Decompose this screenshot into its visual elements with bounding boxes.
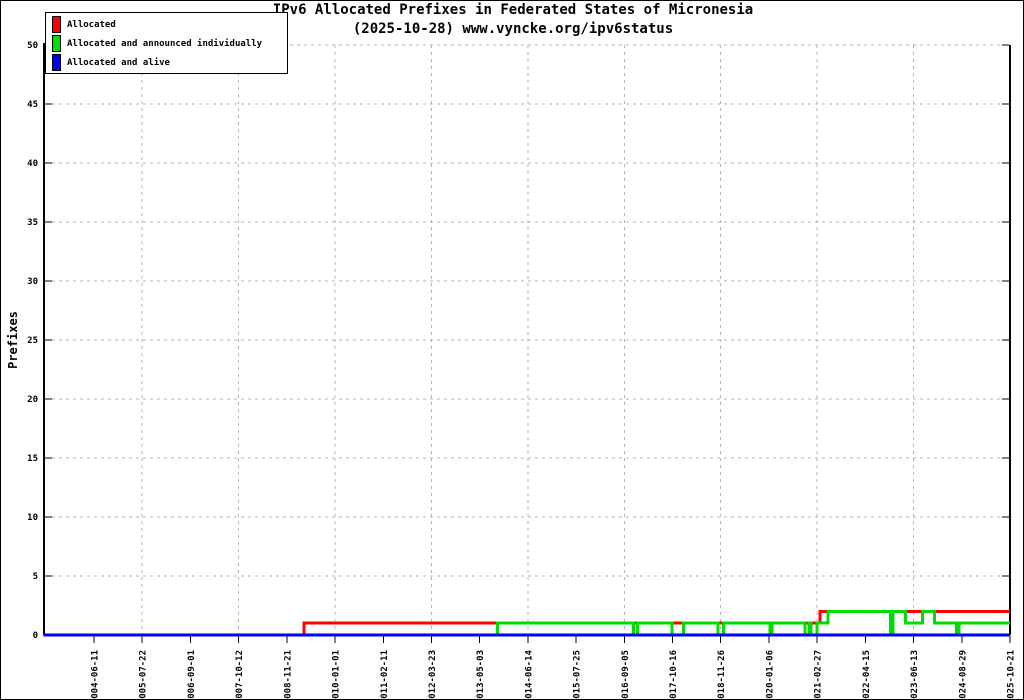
legend-swatch-announced (52, 35, 61, 52)
x-tick-label: 2005-07-22 (139, 650, 149, 700)
y-tick-label: 30 (27, 277, 38, 287)
y-tick-label: 20 (27, 395, 38, 405)
legend-label: Allocated and alive (67, 57, 170, 68)
chart-title: IPv6 Allocated Prefixes in Federated Sta… (1, 1, 1023, 39)
x-tick-label: 2012-03-23 (428, 650, 438, 700)
y-tick-label: 5 (33, 572, 38, 582)
legend-label: Allocated (67, 19, 116, 30)
x-tick-label: 2015-07-25 (573, 650, 583, 700)
y-tick-label: 50 (27, 41, 38, 51)
x-tick-label: 2010-01-01 (332, 650, 342, 700)
y-tick-label: 10 (27, 513, 38, 523)
chart-title-line1: IPv6 Allocated Prefixes in Federated Sta… (272, 2, 754, 18)
legend-item: Allocated and alive (52, 53, 287, 72)
x-tick-label: 2020-01-06 (765, 650, 775, 700)
legend: Allocated Allocated and announced indivi… (45, 12, 288, 74)
x-tick-label: 2022-04-15 (862, 650, 872, 700)
x-tick-label: 2004-06-11 (91, 650, 101, 700)
y-tick-label: 25 (27, 336, 38, 346)
y-tick-label: 45 (27, 100, 38, 110)
x-tick-label: 2018-11-26 (717, 650, 727, 700)
legend-label: Allocated and announced individually (67, 38, 263, 49)
x-tick-label: 2006-09-01 (187, 650, 197, 700)
x-tick-label: 2014-06-14 (524, 649, 534, 700)
legend-swatch-alive (52, 54, 61, 71)
x-tick-label: 2011-02-11 (380, 650, 390, 700)
chart-title-line2: (2025-10-28) www.vyncke.org/ipv6status (352, 21, 674, 37)
x-tick-label: 2023-06-13 (910, 650, 920, 700)
x-tick-label: 2013-05-03 (476, 650, 486, 700)
legend-item: Allocated and announced individually (52, 34, 287, 53)
y-tick-label: 40 (27, 159, 38, 169)
x-tick-label: 2017-10-16 (669, 650, 679, 700)
legend-swatch-allocated (52, 16, 61, 33)
x-tick-label: 2025-10-21 (1007, 650, 1017, 700)
x-tick-label: 2024-08-29 (958, 650, 968, 700)
x-tick-label: 2016-09-05 (621, 650, 631, 700)
x-tick-label: 2021-02-27 (814, 650, 824, 700)
y-tick-label: 35 (27, 218, 38, 228)
x-tick-label: 2008-11-21 (283, 650, 293, 700)
y-tick-label: 0 (33, 631, 38, 641)
x-tick-label: 2007-10-12 (235, 650, 245, 700)
legend-item: Allocated (52, 15, 287, 34)
y-tick-label: 15 (27, 454, 38, 464)
y-axis-label: Prefixes (6, 311, 20, 369)
series-allocated-and-announced-individually (43, 609, 1010, 637)
